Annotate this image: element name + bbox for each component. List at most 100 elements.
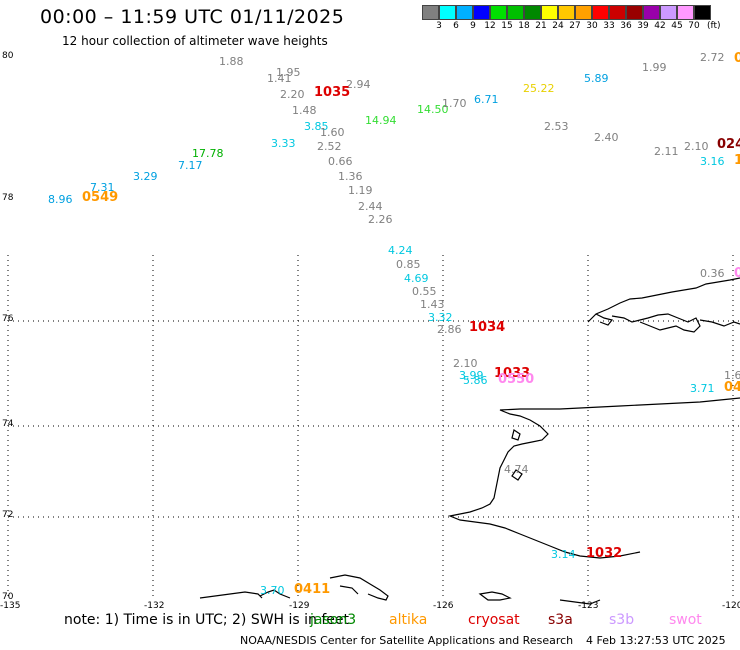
color-scale-label: 18	[518, 21, 530, 31]
color-scale-bar	[422, 5, 711, 20]
color-scale-label: 30	[586, 21, 598, 31]
wave-height-value: 25.22	[523, 82, 555, 95]
wave-height-value: 6.71	[474, 93, 499, 106]
wave-height-value: 2.72	[700, 51, 725, 64]
color-scale-label: 42	[654, 21, 666, 31]
wave-height-value: 7.31	[90, 181, 115, 194]
coastlines	[199, 277, 740, 605]
wave-height-value: 1.43	[420, 298, 445, 311]
wave-height-value: 1.19	[348, 184, 373, 197]
lat-label-78: 78	[2, 193, 14, 203]
legend-swot: swot	[669, 612, 702, 628]
wave-height-value: 1.48	[292, 104, 317, 117]
map-title: 00:00 – 11:59 UTC 01/11/2025	[40, 6, 345, 28]
wave-height-value: 1.60	[320, 126, 345, 139]
legend-cryosat: cryosat	[468, 612, 520, 628]
wave-height-value: 4.69	[404, 272, 429, 285]
color-scale-label: 3	[436, 21, 442, 31]
wave-height-value: 2.10	[453, 357, 478, 370]
wave-height-value: 2.20	[280, 88, 305, 101]
lon-label-123: -123	[578, 601, 599, 611]
wave-height-value: 2.94	[346, 78, 371, 91]
wave-height-value: 2.10	[684, 140, 709, 153]
satellite-pass-time: 04	[724, 380, 740, 395]
color-scale-label: 36	[620, 21, 632, 31]
credit-line: NOAA/NESDIS Center for Satellite Applica…	[240, 634, 574, 647]
lat-label-72: 72	[2, 510, 14, 520]
satellite-pass-time: 0	[734, 51, 740, 66]
satellite-pass-time: 024	[717, 137, 740, 152]
wave-height-value: 1.88	[219, 55, 244, 68]
satellite-pass-time: 1034	[469, 320, 506, 335]
wave-height-value: 5.89	[584, 72, 609, 85]
color-scale-label: 21	[535, 21, 547, 31]
generation-timestamp: 4 Feb 13:27:53 UTC 2025	[586, 634, 726, 647]
wave-height-value: 1.99	[642, 61, 667, 74]
mainland-coast	[447, 397, 740, 559]
legend-s3a: s3a	[548, 612, 573, 628]
color-scale-label: 9	[470, 21, 476, 31]
color-scale-unit: (ft)	[707, 21, 721, 31]
wave-height-value: 3.99	[459, 369, 484, 382]
footnote: note: 1) Time is in UTC; 2) SWH is in fe…	[64, 612, 350, 628]
lon-label-135: -135	[0, 601, 21, 611]
satellite-pass-time: 1035	[314, 85, 351, 100]
wave-height-value: 0.66	[328, 155, 353, 168]
lon-label-120: -120	[722, 601, 740, 611]
wave-height-value: 2.44	[358, 200, 383, 213]
satellite-pass-time: 1032	[586, 546, 623, 561]
color-swatch	[694, 5, 711, 20]
wave-height-value: 3.16	[700, 155, 725, 168]
satellite-pass-time: 1033	[494, 366, 531, 381]
color-swatch	[660, 5, 677, 20]
legend-altika: altika	[389, 612, 428, 628]
color-scale-label: 24	[552, 21, 564, 31]
satellite-pass-time: 0411	[294, 582, 331, 597]
color-scale-label: 15	[501, 21, 513, 31]
lat-label-74: 74	[2, 419, 14, 429]
wave-height-value: 2.86	[437, 323, 462, 336]
wave-height-value: 3.32	[428, 311, 453, 324]
color-scale-label: 33	[603, 21, 615, 31]
color-swatch	[507, 5, 524, 20]
legend-s3b: s3b	[609, 612, 635, 628]
wave-height-value: 0.36	[700, 267, 725, 280]
color-scale-label: 45	[671, 21, 683, 31]
wave-height-value: 3.71	[690, 382, 715, 395]
wave-height-value: 14.94	[365, 114, 397, 127]
satellite-pass-time: 1	[734, 153, 740, 168]
lat-label-70: 70	[2, 592, 14, 602]
lon-label-126: -126	[433, 601, 454, 611]
wave-height-value: 1.36	[338, 170, 363, 183]
wave-height-value: 2.52	[317, 140, 342, 153]
color-scale-label: 27	[569, 21, 581, 31]
wave-height-value: 3.29	[133, 170, 158, 183]
wave-height-value: 14.50	[417, 103, 449, 116]
color-swatch	[524, 5, 541, 20]
island-small-1	[511, 429, 521, 441]
wave-height-value: 17.78	[192, 147, 224, 160]
wave-height-value: 4.24	[388, 244, 413, 257]
wave-height-value: 0.85	[396, 258, 421, 271]
map-subtitle: 12 hour collection of altimeter wave hei…	[62, 34, 328, 48]
color-swatch	[541, 5, 558, 20]
wave-height-value: 1.6	[724, 369, 740, 382]
lat-label-76: 76	[2, 314, 14, 324]
wave-height-value: 8.96	[48, 193, 73, 206]
color-scale-labels: 3 6 9 12 15 18 21 24 27 30 33 36 39 42 45 70	[422, 21, 740, 33]
lat-label-80: 80	[2, 51, 14, 61]
color-swatch	[490, 5, 507, 20]
wave-height-value: 0.55	[412, 285, 437, 298]
wave-height-value: 1.95	[276, 66, 301, 79]
island-small-2	[511, 469, 523, 481]
wave-height-value: 3.85	[304, 120, 329, 133]
satellite-pass-time: 0549	[82, 190, 119, 205]
wave-height-value: 1.70	[442, 97, 467, 110]
color-scale-label: 39	[637, 21, 649, 31]
color-swatch	[575, 5, 592, 20]
color-swatch	[626, 5, 643, 20]
color-scale-label: 70	[688, 21, 700, 31]
wave-height-value: 3.14	[551, 548, 576, 561]
color-scale-label: 6	[453, 21, 459, 31]
